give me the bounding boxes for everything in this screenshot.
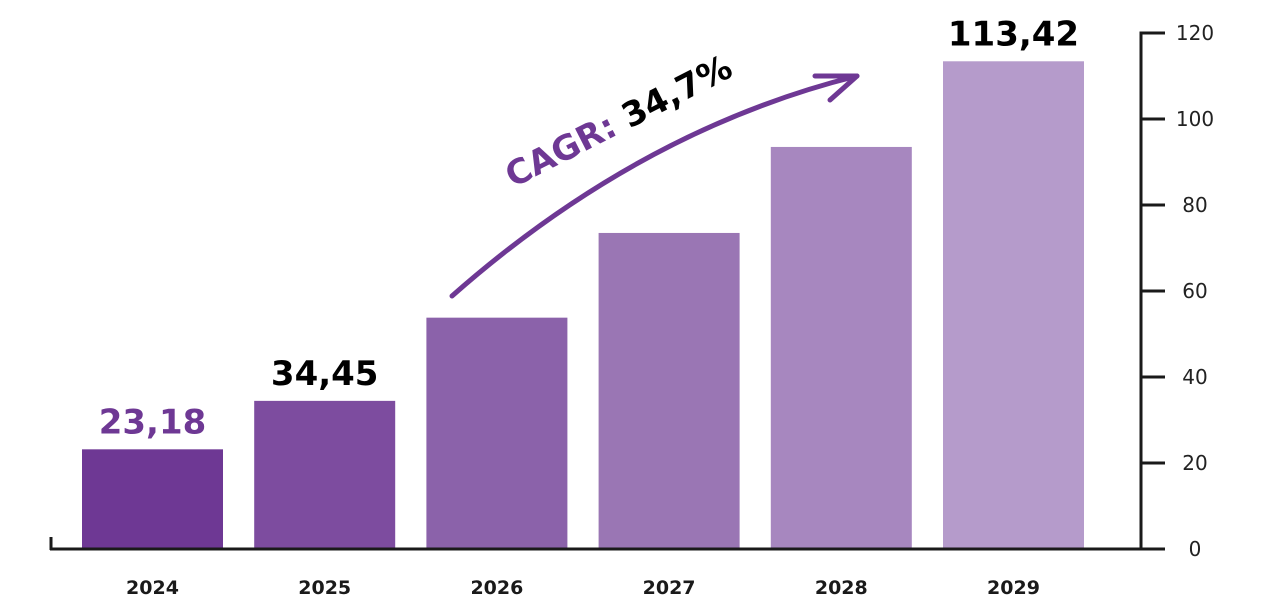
- bar-2029: [943, 61, 1084, 549]
- cagr-arrow: [449, 73, 860, 299]
- x-axis-labels-group: 2024 2025 2026 2027 2028 2029: [126, 577, 1040, 599]
- bar-2027: [598, 232, 740, 549]
- x-tick-label-2026: 2026: [470, 577, 523, 599]
- x-tick-label-2027: 2027: [643, 577, 696, 599]
- cagr-label-prefix: CAGR:: [499, 101, 634, 196]
- bar-2026: [426, 317, 568, 549]
- value-labels-group: 23,18 34,45 113,42: [99, 14, 1079, 442]
- bar-2028: [770, 146, 912, 549]
- cagr-arrowhead-icon: [812, 73, 860, 103]
- data-label-2024: 23,18: [99, 402, 207, 442]
- x-tick-label-2024: 2024: [126, 577, 179, 599]
- bars-group: [82, 61, 1084, 549]
- y-axis-labels-group: 0 20 40 60 80 100 120: [1176, 21, 1214, 561]
- data-label-2029: 113,42: [948, 14, 1079, 54]
- data-label-2025: 34,45: [271, 354, 379, 394]
- y-tick-label-20: 20: [1182, 451, 1207, 475]
- y-tick-label-40: 40: [1182, 365, 1207, 389]
- y-tick-label-80: 80: [1182, 193, 1207, 217]
- bar-2024: [82, 449, 223, 549]
- x-tick-label-2025: 2025: [298, 577, 351, 599]
- y-tick-label-60: 60: [1182, 279, 1207, 303]
- y-tick-label-120: 120: [1176, 21, 1214, 45]
- y-tick-label-100: 100: [1176, 107, 1214, 131]
- y-tick-label-0: 0: [1189, 537, 1202, 561]
- x-tick-label-2029: 2029: [987, 577, 1040, 599]
- axes-group: [49, 31, 1165, 551]
- x-tick-label-2028: 2028: [815, 577, 868, 599]
- bar-2025: [254, 400, 396, 549]
